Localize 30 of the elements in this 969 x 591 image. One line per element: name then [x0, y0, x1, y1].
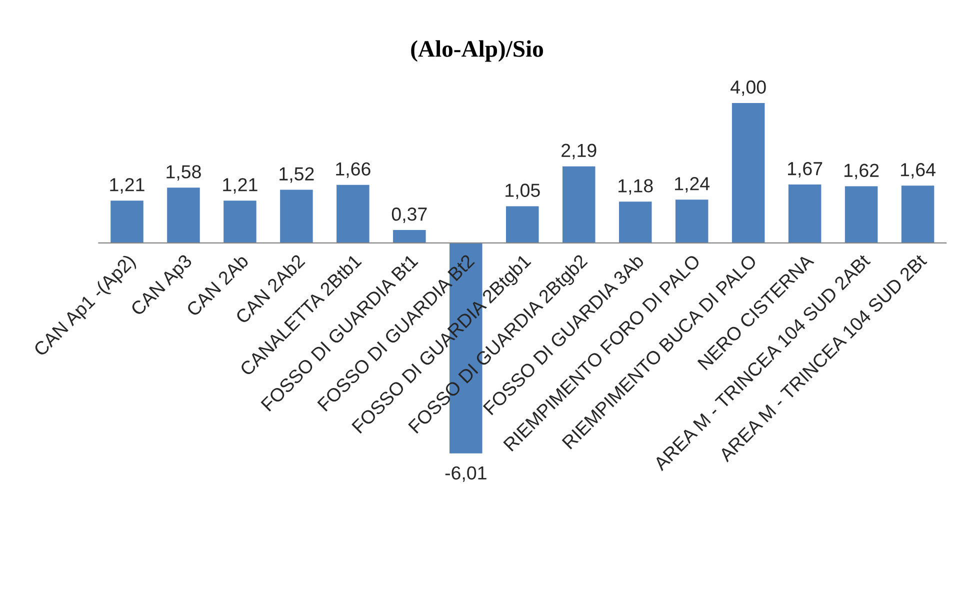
data-label: 1,58	[166, 165, 201, 181]
data-label: 1,66	[336, 162, 370, 178]
bar	[788, 184, 822, 243]
bar	[844, 186, 878, 243]
bar	[618, 202, 652, 243]
data-label: 2,19	[562, 144, 596, 160]
bar	[224, 200, 256, 243]
bar	[675, 200, 708, 243]
data-label: 1,62	[844, 164, 879, 180]
bar	[280, 190, 313, 243]
bar	[110, 200, 144, 243]
chart-title: (Alo-Alp)/Sio	[411, 40, 544, 62]
data-label: 1,64	[900, 163, 936, 179]
bar	[393, 230, 426, 243]
bar	[562, 166, 596, 243]
data-label: 1,18	[618, 179, 653, 195]
data-label: 1,52	[280, 167, 314, 183]
data-label: 0,37	[392, 207, 427, 223]
bar	[506, 206, 539, 243]
data-label: 1,05	[506, 184, 540, 200]
data-label: 4,00	[730, 80, 766, 96]
data-label: 1,24	[675, 177, 710, 193]
bar	[167, 188, 200, 243]
data-label: -6,01	[445, 466, 486, 482]
bar	[732, 102, 765, 243]
data-label: 1,67	[788, 162, 822, 178]
data-label: 1,21	[223, 178, 258, 194]
data-label: 1,21	[110, 178, 144, 194]
bar	[901, 186, 934, 243]
bar	[336, 184, 370, 243]
